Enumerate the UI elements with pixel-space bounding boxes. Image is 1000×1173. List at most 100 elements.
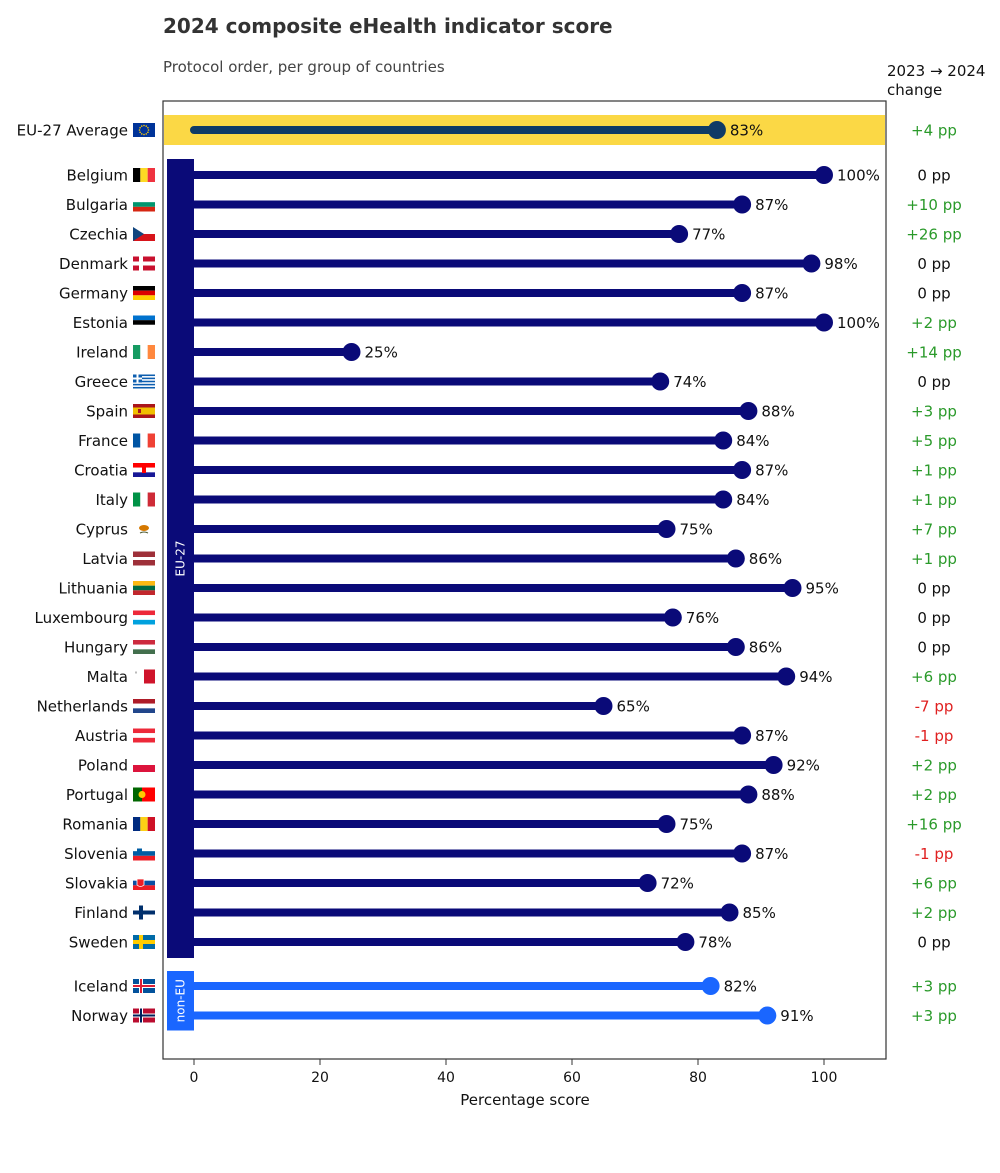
netherlands-flag-icon — [133, 699, 155, 713]
malta-flag-icon — [133, 669, 155, 684]
row-germany-change: 0 pp — [917, 285, 950, 303]
row-slovenia-value-label: 87% — [755, 845, 788, 863]
lithuania-flag-icon — [133, 581, 155, 595]
row-sweden-change: 0 pp — [917, 934, 950, 952]
row-portugal-label: Portugal — [66, 786, 128, 804]
row-finland-value-label: 85% — [743, 904, 776, 922]
group-label-non-eu: non-EU — [174, 979, 188, 1022]
row-belgium-dot — [815, 166, 833, 184]
row-belgium-label: Belgium — [67, 167, 129, 185]
row-hungary-value-label: 86% — [749, 639, 782, 657]
row-denmark-change: 0 pp — [917, 255, 950, 273]
row-germany-dot — [733, 284, 752, 302]
eu-average-change: +4 pp — [911, 122, 957, 140]
row-estonia-label: Estonia — [73, 314, 128, 332]
row-luxembourg-change: 0 pp — [917, 609, 950, 627]
row-greece-change: 0 pp — [917, 373, 950, 391]
row-denmark-dot — [802, 254, 821, 273]
spain-flag-icon — [133, 404, 155, 418]
row-ireland-value-label: 25% — [365, 344, 398, 362]
row-netherlands-dot — [594, 697, 613, 715]
row-luxembourg-dot — [663, 608, 682, 627]
row-poland-dot — [764, 756, 783, 774]
row-malta-value-label: 94% — [799, 668, 832, 686]
row-cyprus-change: +7 pp — [911, 521, 957, 539]
eu-average-dot — [707, 121, 726, 139]
row-belgium-change: 0 pp — [917, 167, 950, 185]
row-poland-value-label: 92% — [787, 757, 820, 775]
row-spain-value-label: 88% — [761, 403, 794, 421]
row-romania-change: +16 pp — [906, 816, 961, 834]
austria-flag-icon — [133, 728, 155, 743]
portugal-flag-icon — [133, 787, 155, 802]
row-croatia-change: +1 pp — [911, 462, 957, 480]
row-latvia-label: Latvia — [82, 550, 128, 568]
row-belgium-value-label: 100% — [837, 167, 880, 185]
row-poland-label: Poland — [78, 757, 128, 775]
row-germany-value-label: 87% — [755, 285, 788, 303]
row-spain-dot — [739, 402, 758, 420]
row-sweden-value-label: 78% — [698, 934, 731, 952]
row-greece-dot — [651, 372, 670, 391]
x-tick-label: 100 — [811, 1070, 838, 1086]
row-bulgaria-label: Bulgaria — [66, 196, 128, 214]
row-denmark-label: Denmark — [59, 255, 128, 273]
row-slovakia-dot — [638, 874, 657, 892]
row-netherlands-change: -7 pp — [915, 698, 954, 716]
row-slovakia-value-label: 72% — [661, 875, 694, 893]
row-greece-value-label: 74% — [673, 373, 706, 391]
slovakia-flag-icon — [133, 876, 155, 890]
row-austria-label: Austria — [75, 727, 128, 745]
row-ireland-label: Ireland — [76, 344, 128, 362]
group-label-eu27: EU-27 — [174, 541, 188, 577]
row-poland-change: +2 pp — [911, 757, 957, 775]
norway-flag-icon — [133, 1008, 155, 1023]
row-slovakia-change: +6 pp — [911, 875, 957, 893]
chart-subtitle: Protocol order, per group of countries — [163, 58, 445, 76]
row-romania-label: Romania — [62, 816, 128, 834]
belgium-flag-icon — [133, 168, 155, 182]
row-austria-change: -1 pp — [915, 727, 954, 745]
row-luxembourg-value-label: 76% — [686, 609, 719, 627]
row-estonia-dot — [815, 313, 833, 332]
row-cyprus-label: Cyprus — [76, 521, 129, 539]
row-italy-dot — [714, 490, 733, 509]
hungary-flag-icon — [133, 640, 155, 654]
row-ireland-dot — [342, 343, 361, 361]
group-bar-non-eu — [167, 971, 194, 1031]
ireland-flag-icon — [133, 345, 155, 359]
row-norway-label: Norway — [71, 1007, 128, 1025]
row-italy-value-label: 84% — [736, 491, 769, 509]
row-malta-change: +6 pp — [911, 668, 957, 686]
slovenia-flag-icon — [133, 846, 155, 861]
row-norway-dot — [758, 1006, 777, 1025]
croatia-flag-icon — [133, 463, 155, 477]
row-croatia-dot — [733, 461, 752, 479]
luxembourg-flag-icon — [133, 610, 155, 625]
romania-flag-icon — [133, 817, 155, 831]
row-croatia-label: Croatia — [74, 462, 128, 480]
row-malta-dot — [777, 667, 796, 686]
row-bulgaria-value-label: 87% — [755, 196, 788, 214]
greece-flag-icon — [133, 374, 155, 389]
row-lithuania-change: 0 pp — [917, 580, 950, 598]
row-austria-dot — [733, 726, 752, 745]
row-sweden-label: Sweden — [69, 934, 128, 952]
row-latvia-value-label: 86% — [749, 550, 782, 568]
row-iceland-value-label: 82% — [724, 978, 757, 996]
plot-frame — [162, 100, 887, 1060]
x-tick-label: 60 — [563, 1070, 581, 1086]
x-axis-title: Percentage score — [460, 1091, 589, 1109]
row-romania-value-label: 75% — [680, 816, 713, 834]
row-norway-value-label: 91% — [780, 1007, 813, 1025]
row-bulgaria-dot — [733, 195, 752, 214]
row-italy-label: Italy — [95, 491, 128, 509]
italy-flag-icon — [133, 492, 155, 507]
cyprus-flag-icon — [133, 522, 155, 536]
row-portugal-change: +2 pp — [911, 786, 957, 804]
eu-flag-icon — [133, 123, 155, 137]
row-iceland-change: +3 pp — [911, 978, 957, 996]
x-tick-label: 80 — [689, 1070, 707, 1086]
iceland-flag-icon — [133, 979, 155, 993]
